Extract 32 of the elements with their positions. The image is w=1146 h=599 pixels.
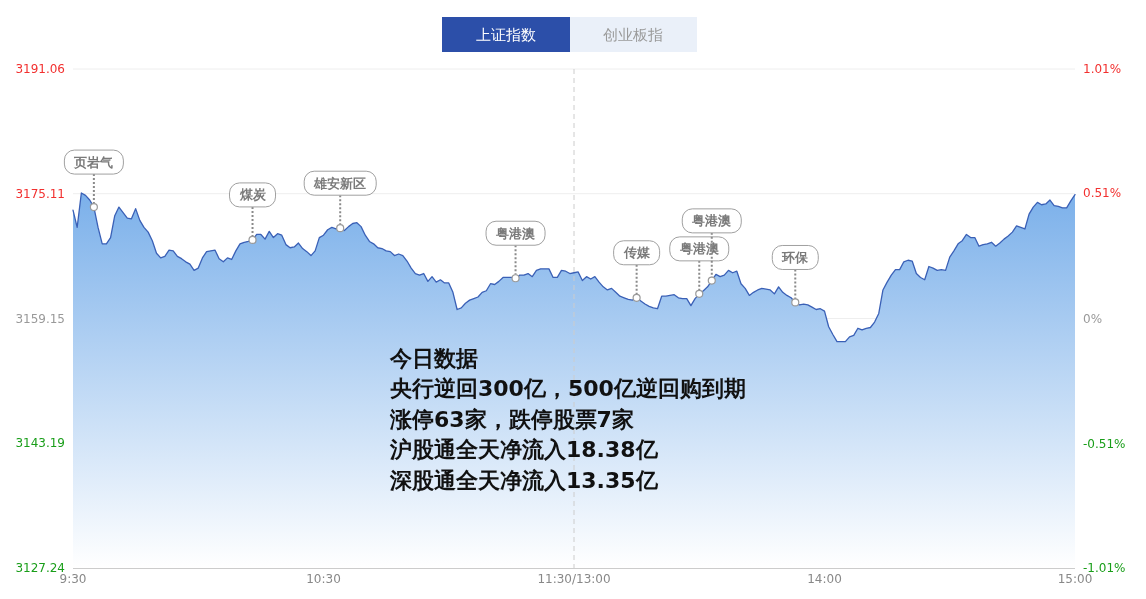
text: 深股通全天净流入13.35亿 xyxy=(390,467,658,493)
text: 沪股通全天净流入18.38亿 xyxy=(390,437,658,462)
y2-tick-label: -0.51% xyxy=(1083,437,1126,452)
chart-title: 上证指数 xyxy=(476,26,536,44)
y2-tick-label: 0.51% xyxy=(1083,185,1122,200)
data-label: 粤港澳 xyxy=(495,225,536,241)
y-tick-label: 3143.19 xyxy=(15,436,65,451)
chart-subtitle: 创业板指 xyxy=(603,26,663,44)
data-label: 雄安新区 xyxy=(313,175,367,191)
x-tick-label: 10:30 xyxy=(306,572,341,586)
data-label: 粤港澳 xyxy=(678,241,719,257)
data-label: 煤炭 xyxy=(238,187,267,203)
text: 央行逆回300亿，500亿逆回购到期 xyxy=(390,376,746,401)
y-tick-label: 3159.15 xyxy=(15,311,65,326)
y-tick-label: 3191.06 xyxy=(15,62,65,76)
data-label: 传媒 xyxy=(622,245,651,261)
y2-tick-label: 1.01% xyxy=(1083,62,1122,76)
y2-tick-label: -1.01% xyxy=(1083,561,1126,575)
x-tick-label: 9:30 xyxy=(59,572,87,586)
y-tick-label: 3175.11 xyxy=(15,186,65,201)
data-label: 环保 xyxy=(781,249,810,265)
x-tick-label: 14:00 xyxy=(807,572,842,586)
data-label: 粤港澳 xyxy=(691,213,732,229)
tab-inactive: 创业板指 xyxy=(570,17,697,52)
x-tick-label: 11:30/13:00 xyxy=(537,572,611,586)
y2-tick-label: 0% xyxy=(1083,311,1103,326)
tab-active: 上证指数 xyxy=(442,17,570,52)
x-tick-label: 15:00 xyxy=(1057,572,1093,586)
data-label: 页岩气 xyxy=(73,154,114,170)
text: 涨停63家，跌停股票7家 xyxy=(390,406,634,432)
text: 今日数据 xyxy=(390,345,478,371)
y-tick-label: 3127.24 xyxy=(15,561,65,575)
